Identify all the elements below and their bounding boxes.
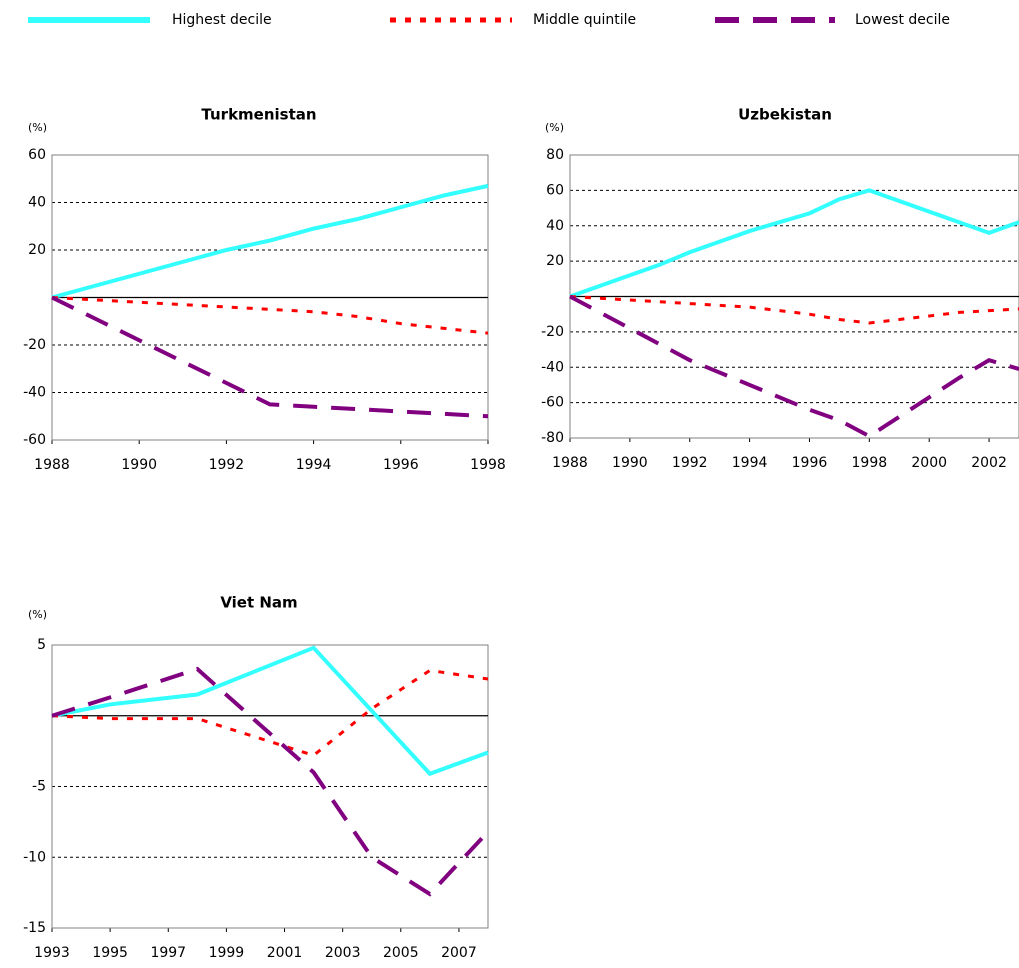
y-unit-label: (%): [28, 608, 47, 621]
x-tick-label: 1988: [34, 457, 70, 473]
x-tick-label: 1992: [672, 455, 708, 471]
y-tick-label: 40: [28, 195, 46, 211]
y-tick-label: -15: [23, 920, 46, 936]
series-line: [51, 645, 489, 777]
x-tick-label: 2005: [383, 945, 419, 961]
y-tick-label: 40: [546, 218, 564, 234]
y-tick-label: -40: [23, 385, 46, 401]
legend-label: Highest decile: [172, 12, 272, 28]
x-tick-label: 1996: [383, 457, 419, 473]
x-tick-label: 2001: [267, 945, 303, 961]
y-tick-label: 60: [28, 147, 46, 163]
y-tick-label: 60: [546, 182, 564, 198]
x-tick-label: 1990: [612, 455, 648, 471]
series-line: [569, 188, 1019, 299]
x-tick-label: 2003: [325, 945, 361, 961]
y-tick-label: 80: [546, 147, 564, 163]
y-unit-label: (%): [28, 121, 47, 134]
series-line: [51, 668, 489, 758]
x-tick-label: 1998: [852, 455, 888, 471]
chart-title: Uzbekistan: [738, 106, 832, 124]
y-tick-label: -60: [23, 432, 46, 448]
legend-label: Middle quintile: [533, 12, 636, 28]
series-line: [51, 183, 489, 300]
y-tick-label: -20: [541, 324, 564, 340]
x-tick-label: 1993: [34, 945, 70, 961]
y-tick-label: -40: [541, 359, 564, 375]
x-tick-label: 1998: [470, 457, 506, 473]
x-tick-label: 1995: [92, 945, 128, 961]
series-line: [51, 296, 489, 335]
y-tick-label: -10: [23, 849, 46, 865]
y-tick-label: -80: [541, 430, 564, 446]
chart-title: Viet Nam: [220, 594, 297, 612]
x-tick-label: 1996: [792, 455, 828, 471]
legend-label: Lowest decile: [855, 12, 950, 28]
y-tick-label: 5: [37, 637, 46, 653]
y-unit-label: (%): [545, 121, 564, 134]
x-tick-label: 1992: [209, 457, 245, 473]
y-tick-label: 20: [28, 242, 46, 258]
y-tick-label: -20: [23, 337, 46, 353]
y-tick-label: 20: [546, 253, 564, 269]
x-tick-label: 1994: [732, 455, 768, 471]
series-line: [569, 294, 1019, 439]
series-line: [569, 295, 1019, 325]
series-line: [51, 666, 490, 897]
x-tick-label: 1999: [209, 945, 245, 961]
x-tick-label: 1994: [296, 457, 332, 473]
x-tick-label: 2007: [441, 945, 477, 961]
x-tick-label: 1988: [552, 455, 588, 471]
y-tick-label: -60: [541, 395, 564, 411]
chart-title: Turkmenistan: [201, 106, 316, 124]
series-line: [51, 295, 489, 419]
x-tick-label: 2002: [971, 455, 1007, 471]
x-tick-label: 1997: [150, 945, 186, 961]
x-tick-label: 2000: [911, 455, 947, 471]
plot-frame: [51, 644, 489, 929]
y-tick-label: -5: [32, 779, 46, 795]
x-tick-label: 1990: [121, 457, 157, 473]
